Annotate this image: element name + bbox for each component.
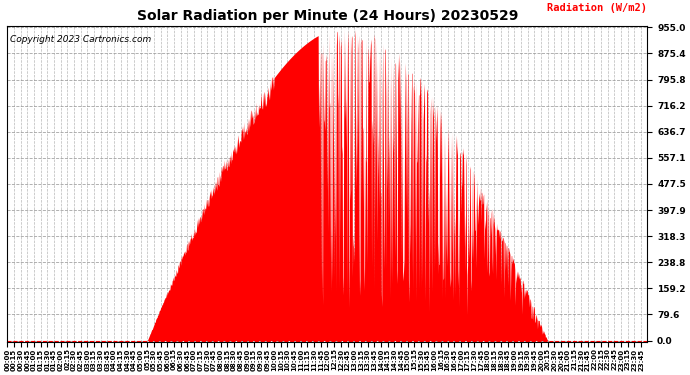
Text: Copyright 2023 Cartronics.com: Copyright 2023 Cartronics.com <box>10 35 152 44</box>
Text: Radiation (W/m2): Radiation (W/m2) <box>547 3 647 13</box>
Title: Solar Radiation per Minute (24 Hours) 20230529: Solar Radiation per Minute (24 Hours) 20… <box>137 9 518 23</box>
